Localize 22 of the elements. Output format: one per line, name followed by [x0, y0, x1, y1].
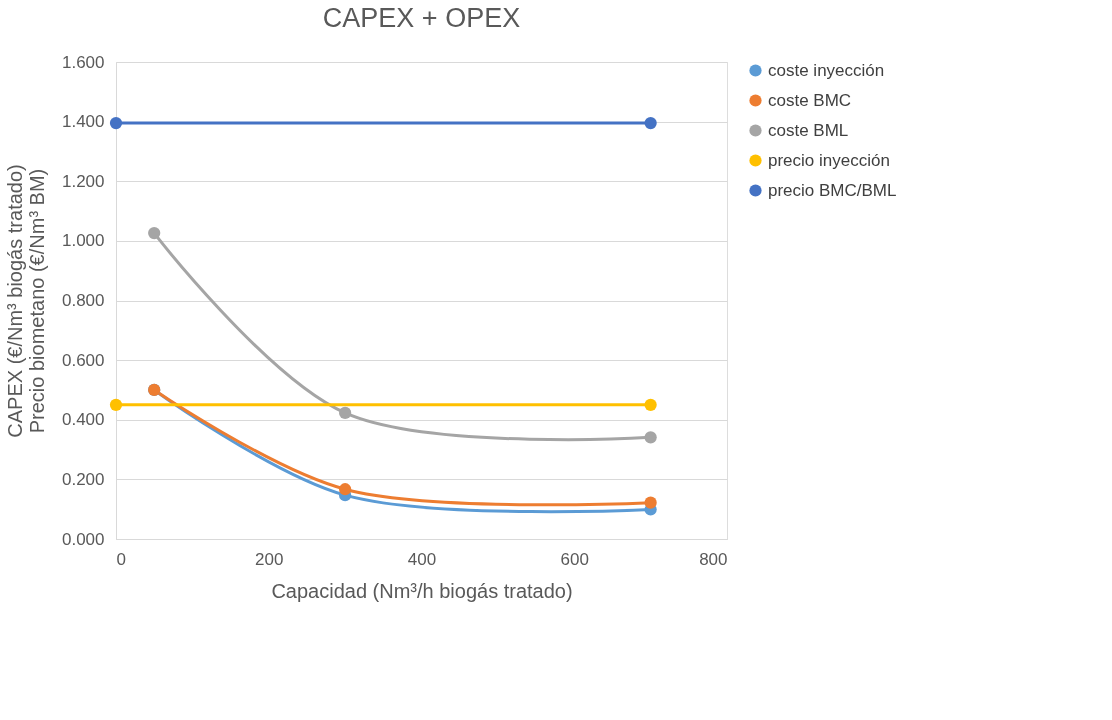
- x-tick-label: 0: [116, 549, 126, 569]
- y-tick-label: 0.600: [61, 350, 105, 370]
- y-tick-label: 1.600: [61, 52, 105, 72]
- legend-label: precio inyección: [768, 150, 890, 170]
- y-tick-label: 0.400: [61, 410, 105, 430]
- y-tick-label: 0.200: [61, 469, 105, 489]
- chart-title: CAPEX + OPEX: [322, 3, 521, 33]
- legend-label: coste BML: [768, 120, 849, 140]
- legend-label: coste BMC: [768, 90, 852, 110]
- y-tick-label: 1.000: [61, 231, 105, 251]
- legend-label: coste inyección: [768, 60, 885, 80]
- y-axis-title: CAPEX (€/Nm³ biogás tratado) Precio biometano (€/Nm³ BM): [3, 164, 48, 438]
- x-tick-label: 200: [255, 549, 284, 569]
- x-tick-label: 800: [699, 549, 728, 569]
- y-tick-label: 1.200: [61, 171, 105, 191]
- y-tick-label: 0.000: [61, 529, 105, 549]
- x-tick-label: 600: [560, 549, 589, 569]
- x-axis-title: Capacidad (Nm³/h biogás tratado): [271, 579, 573, 602]
- y-tick-label: 0.800: [61, 291, 105, 310]
- y-tick-label: 1.400: [61, 112, 105, 132]
- legend-label: precio BMC/BML: [768, 180, 897, 200]
- x-tick-label: 400: [407, 549, 437, 569]
